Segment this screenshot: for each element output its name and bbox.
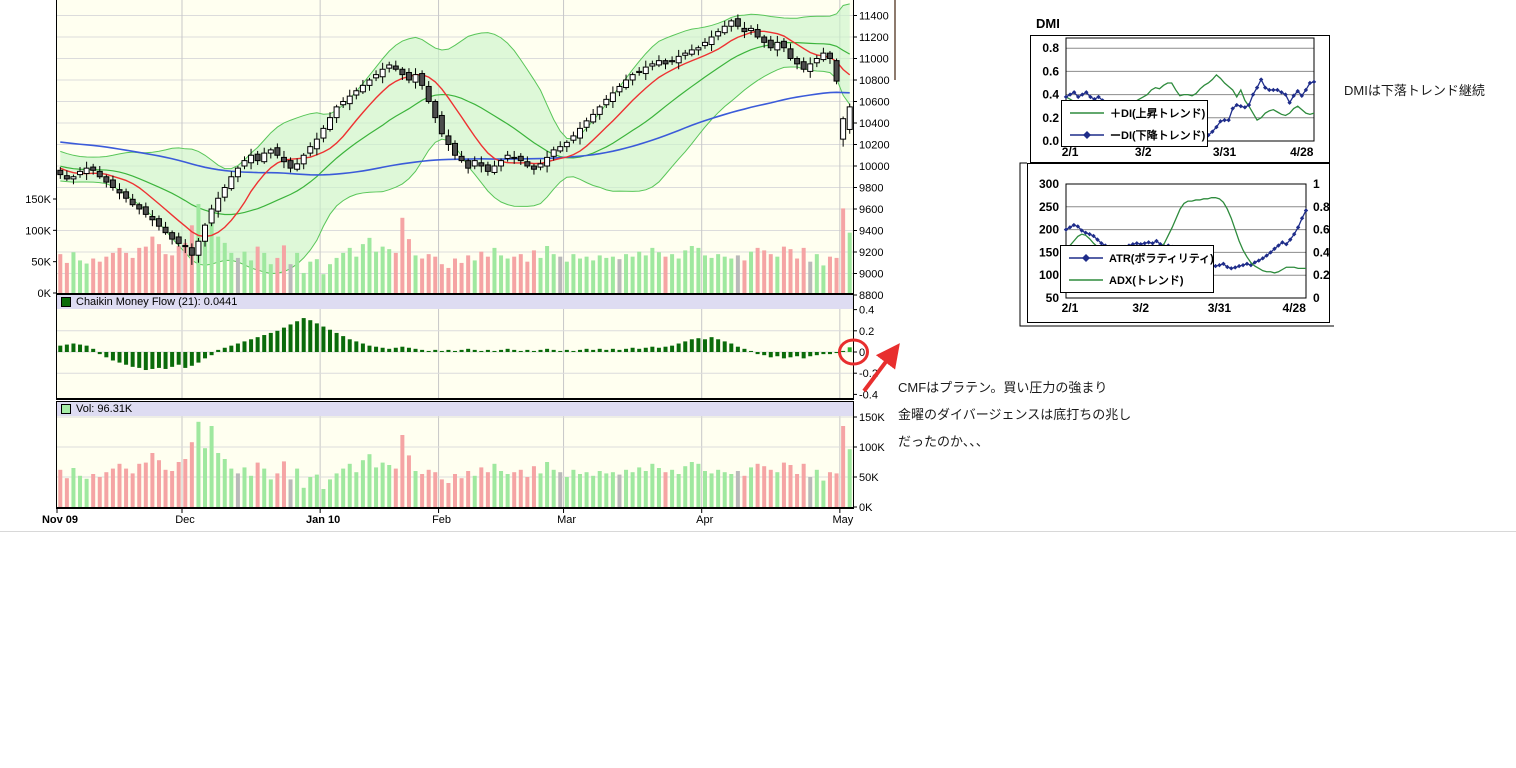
atr-adx-chart-box (1027, 163, 1330, 323)
atr-line-sample-icon (1069, 254, 1103, 262)
dmi-trend-note: DMIは下落トレンド継続 (1344, 83, 1485, 98)
adx-legend-label: ADX(トレンド) (1109, 275, 1184, 287)
plus-di-line-sample-icon (1070, 111, 1104, 114)
cmf-axis-label: -0.2 (859, 368, 878, 380)
cmf-axis-label: -0.4 (859, 389, 878, 401)
cmf-axis-label: 0.4 (859, 305, 874, 317)
price-axis-label: 10000 (859, 161, 890, 173)
cmf-arrow (862, 343, 900, 393)
price-axis-label: 9400 (859, 226, 883, 238)
price-axis-label: 11000 (859, 54, 889, 66)
adx-line-sample-icon (1069, 279, 1103, 281)
price-axis-label: 10800 (859, 75, 890, 87)
vol-series-icon (61, 404, 71, 414)
page-divider (0, 531, 1516, 532)
cmf-note-line1: CMFはプラテン。買い圧力の強まり (898, 380, 1108, 395)
vol-panel-header: Vol: 96.31K (57, 402, 853, 416)
price-axis-label: 9200 (859, 247, 883, 259)
cmf-series-icon (61, 297, 71, 307)
cmf-note-line2: 金曜のダイバージェンスは底打ちの兆し (898, 407, 1132, 422)
time-axis-label: May (832, 514, 853, 526)
time-axis-label: Jan 10 (306, 514, 340, 526)
dmi-legend-row-minus-di: ーDI(下降トレンド) (1062, 124, 1207, 146)
time-axis-label: Mar (557, 514, 576, 526)
vol-panel-axis-label: 50K (859, 472, 879, 484)
vol-panel-axis-label: 150K (859, 412, 885, 424)
cmf-axis-label: 0.2 (859, 326, 874, 338)
volume-axis-label: 0K (38, 288, 52, 300)
vol-panel-axis-label: 0K (859, 502, 873, 514)
atr-legend-label: ATR(ボラティリティ) (1109, 253, 1214, 265)
cmf-axis-label: 0 (859, 347, 865, 359)
volume-panel (56, 401, 854, 509)
atr-adx-legend: ATR(ボラティリティ) ADX(トレンド) (1060, 245, 1214, 293)
price-axis-label: 9000 (859, 269, 883, 281)
cmf-comment-note: CMFはプラテン。買い圧力の強まり 金曜のダイバージェンスは底打ちの兆し だった… (898, 374, 1131, 455)
cmf-panel-header: Chaikin Money Flow (21): 0.0441 (57, 295, 853, 309)
time-axis-label: Apr (696, 514, 713, 526)
price-chart-panel (56, 0, 854, 295)
cmf-header-label: Chaikin Money Flow (21): 0.0441 (76, 296, 238, 308)
adx-legend-row: ADX(トレンド) (1061, 269, 1213, 291)
price-axis-label: 11200 (859, 32, 889, 44)
volume-axis-label: 150K (25, 194, 51, 206)
volume-axis-label: 100K (25, 225, 51, 237)
cmf-note-line3: だったのか、、、 (898, 434, 989, 449)
time-axis-label: Feb (432, 514, 451, 526)
price-axis-label: 8800 (859, 290, 883, 302)
dmi-legend: ＋DI(上昇トレンド) ーDI(下降トレンド) (1061, 100, 1208, 147)
price-axis-label: 10600 (859, 97, 890, 109)
price-axis-label: 10200 (859, 140, 890, 152)
dmi-legend-row-plus-di: ＋DI(上昇トレンド) (1062, 102, 1207, 124)
minus-di-line-sample-icon (1070, 130, 1104, 139)
price-axis-label: 11400 (859, 11, 889, 23)
volume-axis-label: 50K (31, 257, 51, 269)
time-axis-label: Dec (175, 514, 195, 526)
vertical-annotation-line (894, 0, 896, 80)
price-axis-label: 10400 (859, 118, 890, 130)
vol-header-label: Vol: 96.31K (76, 403, 133, 415)
price-axis-label: 9800 (859, 183, 883, 195)
minus-di-legend-label: ーDI(下降トレンド) (1110, 129, 1206, 142)
price-axis-label: 9600 (859, 204, 883, 216)
atr-legend-row: ATR(ボラティリティ) (1061, 247, 1214, 269)
time-axis-label: Nov 09 (42, 514, 78, 526)
dmi-chart-title: DMI (1036, 16, 1060, 31)
cmf-panel (56, 295, 854, 400)
price-axis-label: 11600 (859, 0, 889, 1)
plus-di-legend-label: ＋DI(上昇トレンド) (1110, 107, 1206, 120)
vol-panel-axis-label: 100K (859, 442, 885, 454)
